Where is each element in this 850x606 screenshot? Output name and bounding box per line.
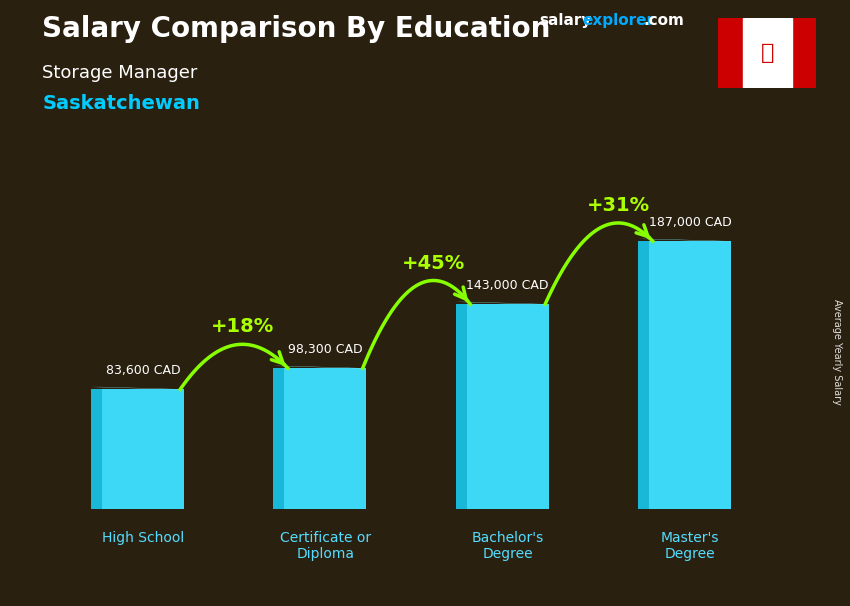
Polygon shape <box>638 239 731 241</box>
Text: +31%: +31% <box>587 196 650 215</box>
Text: +18%: +18% <box>212 318 275 336</box>
Text: 🍁: 🍁 <box>761 43 774 63</box>
Text: Average Yearly Salary: Average Yearly Salary <box>832 299 842 404</box>
Bar <box>284 368 366 509</box>
Text: 98,300 CAD: 98,300 CAD <box>288 342 363 356</box>
Text: .com: .com <box>643 13 684 28</box>
Text: High School: High School <box>102 531 184 545</box>
Polygon shape <box>91 389 102 509</box>
Text: explorer: explorer <box>582 13 654 28</box>
Polygon shape <box>91 387 184 389</box>
Bar <box>467 304 549 509</box>
Bar <box>718 18 743 88</box>
Text: 83,600 CAD: 83,600 CAD <box>105 364 180 377</box>
Bar <box>649 241 731 509</box>
Text: 187,000 CAD: 187,000 CAD <box>649 216 732 228</box>
Bar <box>743 18 791 88</box>
Text: Bachelor's
Degree: Bachelor's Degree <box>472 531 544 561</box>
Text: +45%: +45% <box>402 254 465 273</box>
Text: Saskatchewan: Saskatchewan <box>42 94 201 113</box>
Text: Storage Manager: Storage Manager <box>42 64 198 82</box>
Text: Certificate or
Diploma: Certificate or Diploma <box>280 531 371 561</box>
Polygon shape <box>456 304 467 509</box>
Bar <box>102 389 184 509</box>
Text: salary: salary <box>540 13 592 28</box>
Polygon shape <box>274 368 284 509</box>
Polygon shape <box>638 241 649 509</box>
Polygon shape <box>274 366 366 368</box>
Text: Master's
Degree: Master's Degree <box>661 531 719 561</box>
Text: 143,000 CAD: 143,000 CAD <box>467 279 549 291</box>
Text: Salary Comparison By Education: Salary Comparison By Education <box>42 15 551 43</box>
Bar <box>791 18 816 88</box>
Polygon shape <box>456 302 549 304</box>
